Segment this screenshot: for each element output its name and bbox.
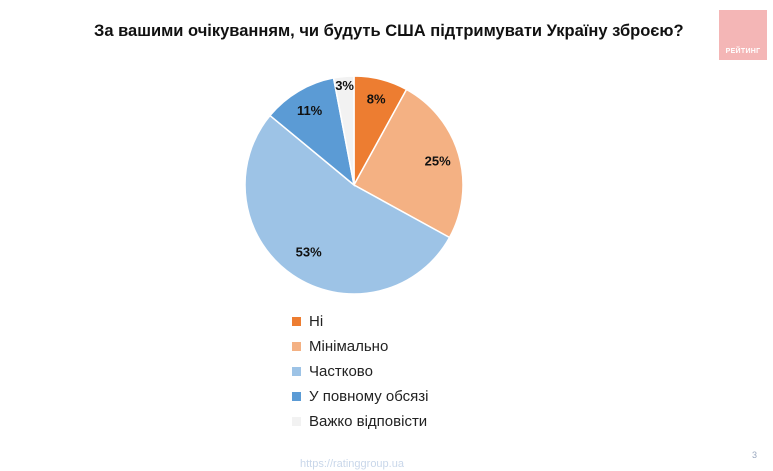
legend-swatch [292, 417, 301, 426]
pie-slice [268, 77, 356, 187]
legend-item: Ні [292, 309, 429, 334]
data-label: 3% [335, 78, 354, 93]
legend-item: У повному обсязі [292, 384, 429, 409]
data-label: 53% [296, 245, 322, 260]
legend-label: Ні [309, 313, 324, 330]
legend-swatch [292, 392, 301, 401]
data-label: 11% [297, 103, 323, 118]
legend-swatch [292, 367, 301, 376]
logo-text: РЕЙТИНГ [725, 48, 761, 55]
pie-slice [332, 75, 355, 186]
legend-swatch [292, 317, 301, 326]
data-label: 25% [425, 154, 451, 169]
legend-item: Мінімально [292, 334, 429, 359]
legend-swatch [292, 342, 301, 351]
pie-slice [244, 114, 451, 295]
footer-url: https://ratinggroup.ua [300, 458, 404, 470]
legend-item: Частково [292, 359, 429, 384]
page-number: 3 [752, 450, 758, 460]
chart-legend: Ні Мінімально Частково У повному обсязі Важк… [292, 309, 429, 434]
data-label: 8% [367, 91, 386, 106]
legend-label: У повному обсязі [309, 388, 429, 405]
rating-logo: РЕЙТИНГ [719, 10, 767, 60]
legend-label: Мінімально [309, 338, 389, 355]
legend-label: Важко відповісти [309, 413, 428, 430]
legend-label: Частково [309, 363, 373, 380]
chart-title: За вашими очікуванням, чи будуть США під… [94, 22, 684, 40]
pie-slice [352, 88, 464, 239]
legend-item: Важко відповісти [292, 409, 429, 434]
